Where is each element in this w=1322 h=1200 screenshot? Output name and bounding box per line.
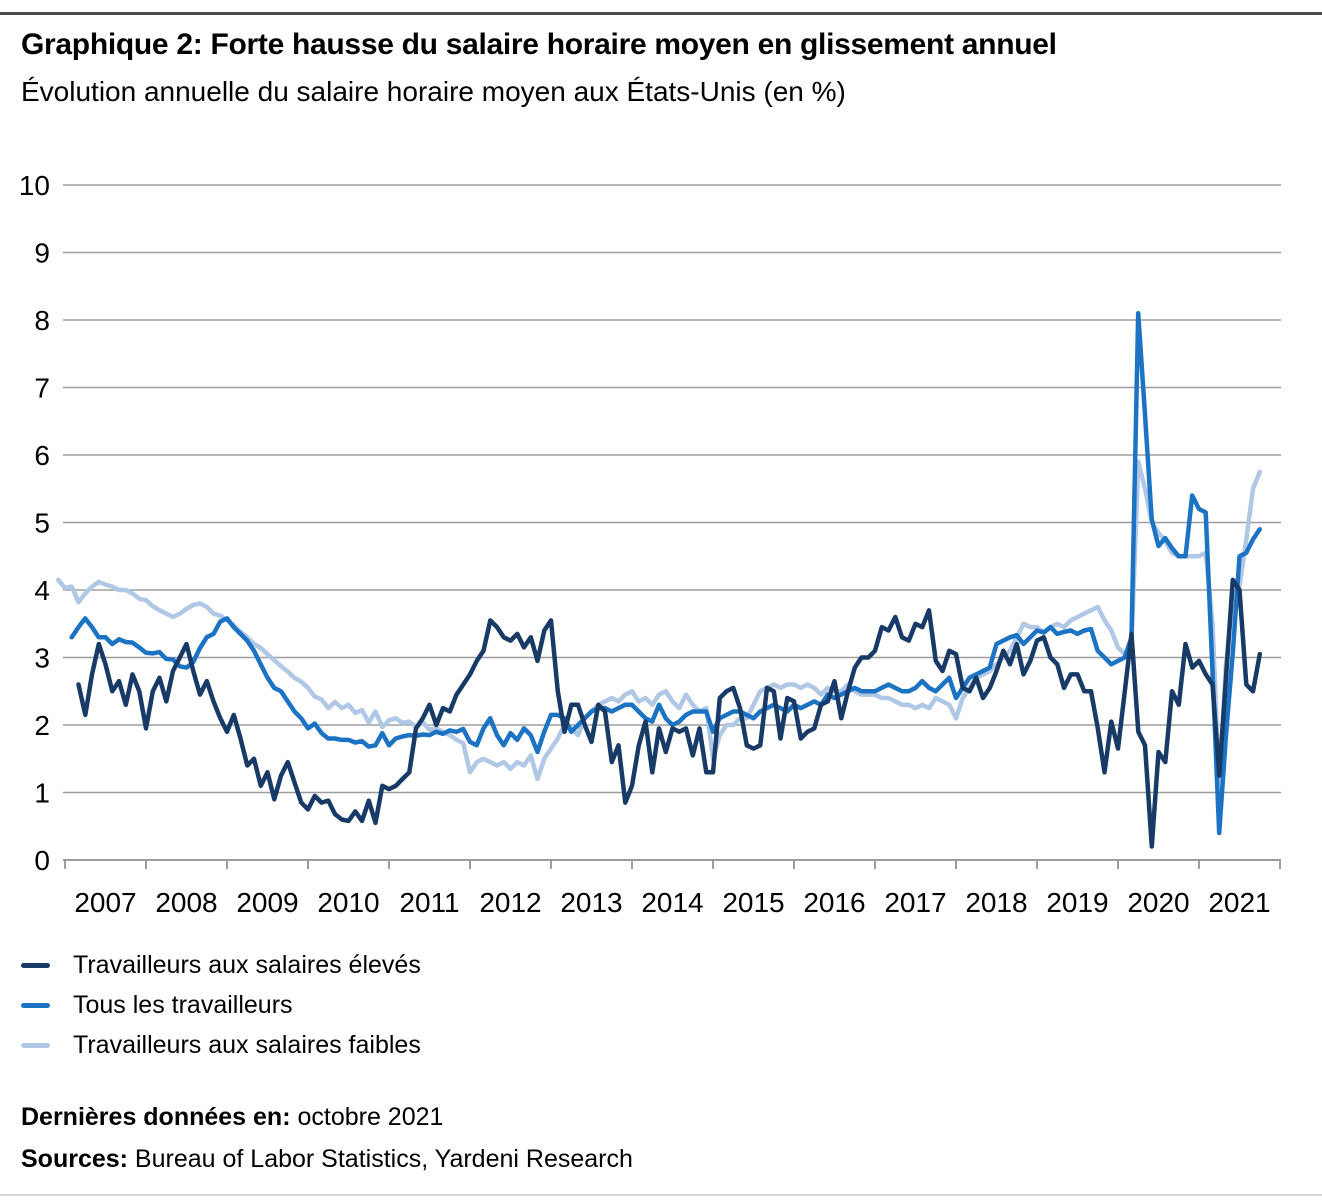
top-rule: [0, 12, 1322, 15]
x-axis-tick-label: 2008: [155, 887, 217, 918]
sources-label: Sources:: [21, 1145, 128, 1173]
x-axis-tick-label: 2015: [722, 887, 784, 918]
legend-label-low-wage: Travailleurs aux salaires faibles: [73, 1030, 421, 1059]
y-axis-tick-label: 7: [34, 373, 50, 404]
chart-legend: Travailleurs aux salaires élevés Tous le…: [21, 950, 421, 1059]
last-data-label: Dernières données en:: [21, 1103, 291, 1131]
y-axis-tick-label: 6: [34, 440, 50, 471]
all-workers-line: [69, 311, 1262, 836]
chart-subtitle: Évolution annuelle du salaire horaire mo…: [21, 76, 846, 107]
y-axis-tick-label: 0: [34, 845, 50, 876]
x-axis-tick-label: 2018: [965, 887, 1027, 918]
y-axis-tick-label: 8: [34, 305, 50, 336]
legend-label-all-workers: Tous les travailleurs: [73, 990, 293, 1019]
x-axis-tick-label: 2016: [803, 887, 865, 918]
x-axis-tick-label: 2009: [236, 887, 298, 918]
wage-growth-line-chart: 0 1 2 3 4 5 6 7 8 9 10 2007 2008 2009 2010 2011 2012 2013…: [19, 170, 1281, 918]
y-axis-tick-label: 1: [34, 778, 50, 809]
x-axis-tick-label: 2017: [884, 887, 946, 918]
high-wage-workers-line: [76, 577, 1263, 849]
y-axis-tick-label: 10: [19, 170, 50, 201]
legend-swatch-low-wage: [21, 1042, 50, 1048]
sources-value: Bureau of Labor Statistics, Yardeni Rese…: [127, 1145, 633, 1173]
x-axis-tick-label: 2007: [74, 887, 136, 918]
x-axis-tick-label: 2019: [1046, 887, 1108, 918]
legend-swatch-high-wage: [21, 962, 50, 968]
last-data-line: Dernières données en: octobre 2021: [21, 1096, 633, 1138]
x-axis-tick-label: 2012: [479, 887, 541, 918]
x-axis-tick-label: 2014: [641, 887, 703, 918]
y-axis-tick-label: 4: [34, 575, 50, 606]
low-wage-workers-line: [56, 459, 1263, 789]
legend-item-high-wage: Travailleurs aux salaires élevés: [21, 950, 421, 979]
legend-swatch-all-workers: [21, 1002, 50, 1008]
x-axis-tick-label: 2013: [560, 887, 622, 918]
legend-item-all-workers: Tous les travailleurs: [21, 990, 421, 1019]
legend-item-low-wage: Travailleurs aux salaires faibles: [21, 1030, 421, 1059]
page-title: Graphique 2: Forte hausse du salaire hor…: [21, 28, 1057, 61]
y-axis-tick-label: 5: [34, 508, 50, 539]
y-axis-tick-label: 2: [34, 710, 50, 741]
chart-footer: Dernières données en: octobre 2021 Sourc…: [21, 1096, 633, 1180]
x-axis-tick-label: 2011: [399, 887, 459, 918]
last-data-value: octobre 2021: [290, 1103, 444, 1131]
x-axis-tick-label: 2021: [1208, 887, 1270, 918]
x-axis-tick-label: 2020: [1127, 887, 1189, 918]
legend-label-high-wage: Travailleurs aux salaires élevés: [73, 950, 421, 979]
bottom-rule: [0, 1194, 1322, 1196]
y-axis-tick-label: 3: [34, 643, 50, 674]
y-axis-tick-label: 9: [34, 238, 50, 269]
sources-line: Sources: Bureau of Labor Statistics, Yar…: [21, 1138, 633, 1180]
x-axis-tick-label: 2010: [317, 887, 379, 918]
